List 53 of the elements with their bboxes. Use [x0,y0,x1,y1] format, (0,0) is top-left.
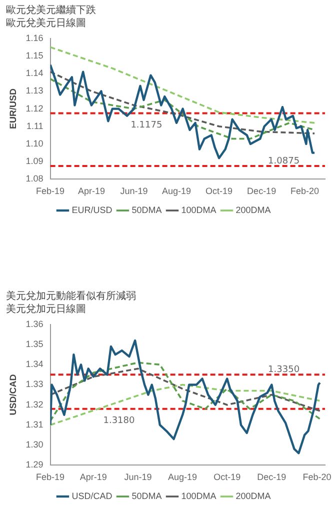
y-tick-label: 1.09 [26,156,44,166]
y-tick-label: 1.33 [26,379,44,390]
legend-label: EUR/USD [72,204,113,215]
line-series [50,384,321,426]
chart-subtitle: 美元兌加元日線圖 [6,303,87,316]
y-tick-label: 1.08 [26,174,44,184]
x-tick-label: Feb-19 [36,472,65,482]
line-series [50,78,316,140]
legend-label: 200DMA [236,490,271,501]
line-series [50,70,316,134]
ref-line-label: 1.3180 [103,416,136,426]
y-tick-label: 1.29 [26,460,44,470]
legend-label: 200DMA [236,204,271,215]
ref-line-label: 1.3350 [268,365,300,376]
y-tick-label: 1.15 [26,50,44,60]
chart-subtitle: 歐元兌美元日線圖 [6,17,87,30]
x-tick-label: Aug-19 [168,472,198,482]
x-tick-label: Dec-19 [257,472,286,482]
y-tick-label: 1.31 [26,419,44,430]
x-tick-label: Apr-19 [80,472,107,482]
x-tick-label: Oct-19 [214,472,241,482]
legend-label: 100DMA [181,490,216,501]
x-tick-label: Feb-20 [290,186,320,196]
legend-label: 100DMA [181,204,216,215]
legend-label: USD/CAD [72,490,113,501]
y-tick-label: 1.30 [26,440,44,450]
legend-label: 50DMA [132,204,162,215]
chart-title: 歐元兌美元繼續下跌 [6,4,97,17]
y-tick-label: 1.34 [26,359,44,370]
y-tick-label: 1.13 [26,86,44,96]
x-tick-label: Feb-20 [302,472,332,482]
y-axis-title: EUR/USD [8,88,18,130]
x-tick-label: Dec-19 [247,186,276,196]
legend-label: 50DMA [132,490,162,501]
x-tick-label: Jun-19 [120,186,148,196]
x-tick-label: Apr-19 [78,186,105,196]
x-tick-label: Feb-19 [36,186,65,196]
chart-title: 美元兌加元動能看似有所減弱 [6,290,137,303]
y-tick-label: 1.16 [26,32,44,43]
y-axis-title: USD/CAD [8,374,18,416]
y-tick-label: 1.32 [26,399,44,410]
y-tick-label: 1.35 [26,339,44,349]
ref-line-label: 1.1175 [130,120,162,131]
y-tick-label: 1.10 [26,138,44,148]
y-tick-label: 1.36 [26,318,44,329]
x-tick-label: Oct-19 [206,186,233,196]
y-tick-label: 1.11 [26,120,44,131]
x-tick-label: Jun-19 [124,472,152,482]
ref-line-label: 1.0875 [268,156,300,166]
y-tick-label: 1.14 [26,68,44,78]
y-tick-label: 1.12 [26,103,44,114]
line-series [50,362,321,422]
x-tick-label: Aug-19 [162,186,192,196]
